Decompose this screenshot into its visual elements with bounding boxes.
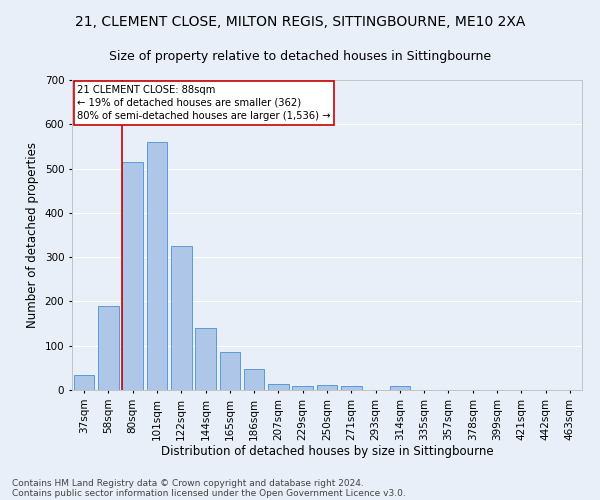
Text: Contains public sector information licensed under the Open Government Licence v3: Contains public sector information licen… [12,488,406,498]
Text: 21 CLEMENT CLOSE: 88sqm
← 19% of detached houses are smaller (362)
80% of semi-d: 21 CLEMENT CLOSE: 88sqm ← 19% of detache… [77,84,331,121]
Bar [341,386,362,390]
Bar [244,369,265,390]
Text: Size of property relative to detached houses in Sittingbourne: Size of property relative to detached ho… [109,50,491,63]
Bar [74,374,94,390]
Bar [195,328,216,390]
Bar [317,384,337,390]
Bar [220,352,240,390]
Bar [389,386,410,390]
Bar [292,386,313,390]
Bar [268,384,289,390]
X-axis label: Distribution of detached houses by size in Sittingbourne: Distribution of detached houses by size … [161,446,493,458]
Text: 21, CLEMENT CLOSE, MILTON REGIS, SITTINGBOURNE, ME10 2XA: 21, CLEMENT CLOSE, MILTON REGIS, SITTING… [75,15,525,29]
Bar [171,246,191,390]
Y-axis label: Number of detached properties: Number of detached properties [26,142,39,328]
Bar [122,162,143,390]
Bar [146,142,167,390]
Text: Contains HM Land Registry data © Crown copyright and database right 2024.: Contains HM Land Registry data © Crown c… [12,478,364,488]
Bar [98,306,119,390]
